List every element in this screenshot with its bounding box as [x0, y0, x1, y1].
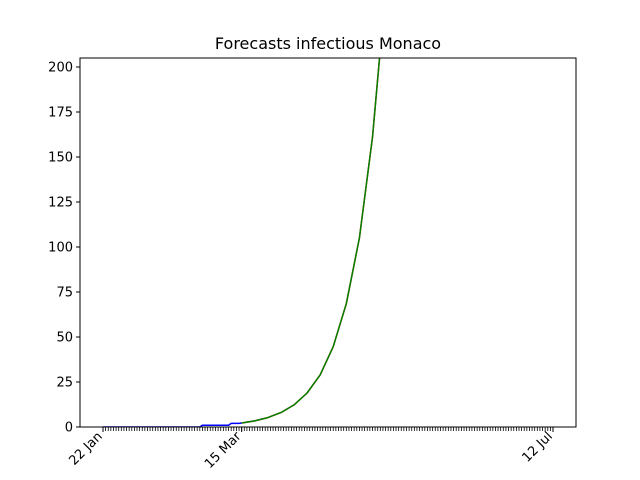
y-axis: 0 25 50 75 100 125 150 175 200: [48, 61, 80, 436]
y-tick-label: 125: [48, 196, 73, 211]
y-tick-label: 175: [48, 106, 73, 121]
series-layer: [103, 58, 381, 427]
y-tick-label: 75: [56, 286, 73, 301]
series-line-0: [103, 422, 242, 427]
chart-title: Forecasts infectious Monaco: [215, 34, 441, 53]
y-tick-label: 150: [48, 151, 73, 166]
y-tick-label: 25: [56, 376, 73, 391]
y-tick-label: 100: [48, 241, 73, 256]
y-tick-label: 50: [56, 331, 73, 346]
y-tick-label: 0: [65, 421, 73, 436]
y-tick-label: 200: [48, 61, 73, 76]
plot-frame: [79, 57, 577, 428]
series-line-2: [241, 58, 381, 424]
